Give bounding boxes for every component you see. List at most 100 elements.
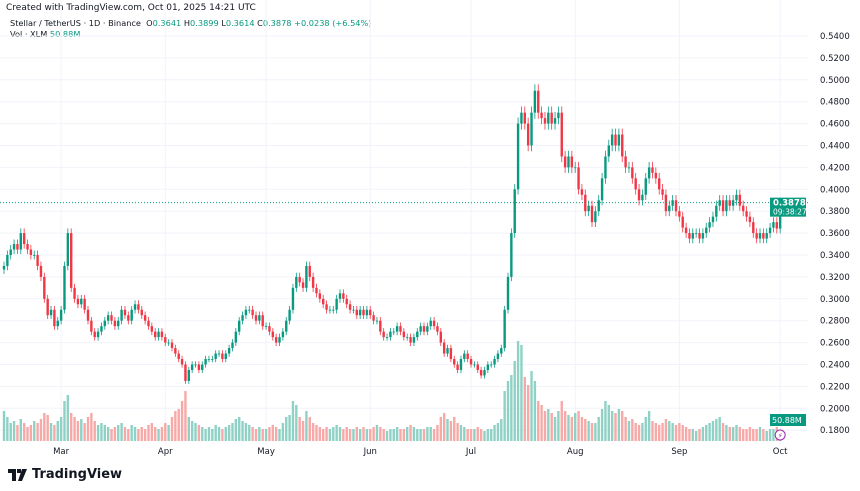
candle: [483, 369, 486, 376]
candle: [506, 276, 510, 310]
volume-bar: [728, 427, 731, 441]
volume-bar: [422, 429, 426, 441]
candle: [33, 255, 36, 256]
candle: [143, 315, 147, 321]
volume-bar: [617, 409, 621, 441]
candle: [264, 326, 268, 327]
tradingview-logo: TradingView: [8, 467, 122, 482]
volume-bar: [322, 429, 325, 441]
candle: [490, 364, 493, 366]
volume-bar: [6, 417, 9, 441]
volume-bar: [597, 417, 600, 441]
candle: [56, 320, 59, 327]
price-tick: 0.2000: [820, 404, 850, 414]
candle: [201, 364, 204, 370]
price-tick: 0.3200: [820, 273, 850, 283]
candle: [328, 309, 332, 311]
volume-bar: [463, 427, 466, 441]
price-tick: 0.3400: [820, 251, 850, 261]
volume-bar: [9, 423, 12, 441]
candle: [500, 348, 503, 354]
volume-bar: [500, 419, 503, 441]
candle: [594, 211, 597, 223]
volume-bar: [167, 425, 170, 441]
time-tick: Mar: [53, 447, 70, 457]
volume-bar: [315, 425, 318, 441]
last-volume-label: 50.88M: [772, 416, 802, 425]
volume-bar: [177, 409, 180, 441]
candle: [73, 287, 76, 299]
volume-bar: [49, 423, 53, 441]
volume-bar: [735, 425, 738, 441]
candle: [688, 233, 691, 239]
volume-bar: [355, 427, 358, 441]
candle: [580, 189, 584, 195]
candle: [241, 315, 244, 321]
volume-bar: [641, 423, 644, 441]
candle: [752, 222, 755, 234]
high-value: 0.3899: [190, 18, 219, 28]
candle: [604, 156, 607, 179]
volume-bar: [550, 413, 553, 441]
volume-bar: [409, 425, 412, 441]
volume-bar: [483, 431, 486, 441]
candle: [439, 331, 442, 343]
volume-bar: [563, 411, 567, 441]
volume-bar: [587, 421, 590, 441]
candle: [661, 189, 664, 195]
candle: [137, 304, 140, 310]
volume-bar: [332, 427, 335, 441]
volume-bar: [362, 427, 365, 441]
volume-bar: [248, 425, 251, 441]
volume-bar: [221, 429, 224, 441]
candle: [103, 320, 106, 327]
candle: [382, 331, 385, 338]
volume-bar: [506, 381, 510, 441]
candle: [550, 112, 553, 124]
candle: [540, 112, 543, 119]
candle: [708, 222, 711, 228]
volume-bar: [281, 423, 285, 441]
candle: [204, 359, 207, 365]
volume-bar: [479, 429, 483, 441]
candle: [318, 293, 322, 299]
volume-bars: [2, 341, 782, 441]
candle: [16, 244, 19, 250]
volume-bar: [274, 427, 278, 441]
volume-bar: [264, 429, 268, 441]
volume-bar: [634, 423, 637, 441]
candle: [537, 90, 540, 113]
candle: [355, 309, 358, 316]
candle: [429, 320, 432, 327]
volume-bar: [241, 421, 244, 441]
candle: [271, 331, 274, 338]
candle: [167, 342, 170, 344]
volume-bar: [110, 429, 113, 441]
volume-bar: [442, 413, 446, 441]
candle: [113, 320, 117, 327]
volume-bar: [224, 427, 227, 441]
countdown-label: 09:38:27: [773, 208, 807, 217]
volume-value: 50.88M: [49, 29, 81, 39]
volume-bar: [718, 417, 721, 441]
volume-bar: [96, 425, 100, 441]
volume-bar: [395, 427, 399, 441]
volume-bar: [369, 429, 372, 441]
candle: [738, 194, 742, 206]
candle: [520, 112, 523, 124]
price-tick: 0.4800: [820, 98, 850, 108]
volume-bar: [449, 421, 453, 441]
candle: [557, 112, 560, 119]
candle: [641, 194, 644, 201]
volume-bar: [123, 427, 127, 441]
candle: [308, 265, 311, 277]
volume-bar: [328, 429, 332, 441]
volume-bar: [231, 423, 234, 441]
volume-bar: [345, 427, 348, 441]
volume-bar: [33, 421, 36, 441]
volume-bar: [2, 411, 6, 441]
volume-bar: [671, 423, 674, 441]
candle: [758, 233, 762, 239]
volume-bar: [291, 401, 295, 441]
